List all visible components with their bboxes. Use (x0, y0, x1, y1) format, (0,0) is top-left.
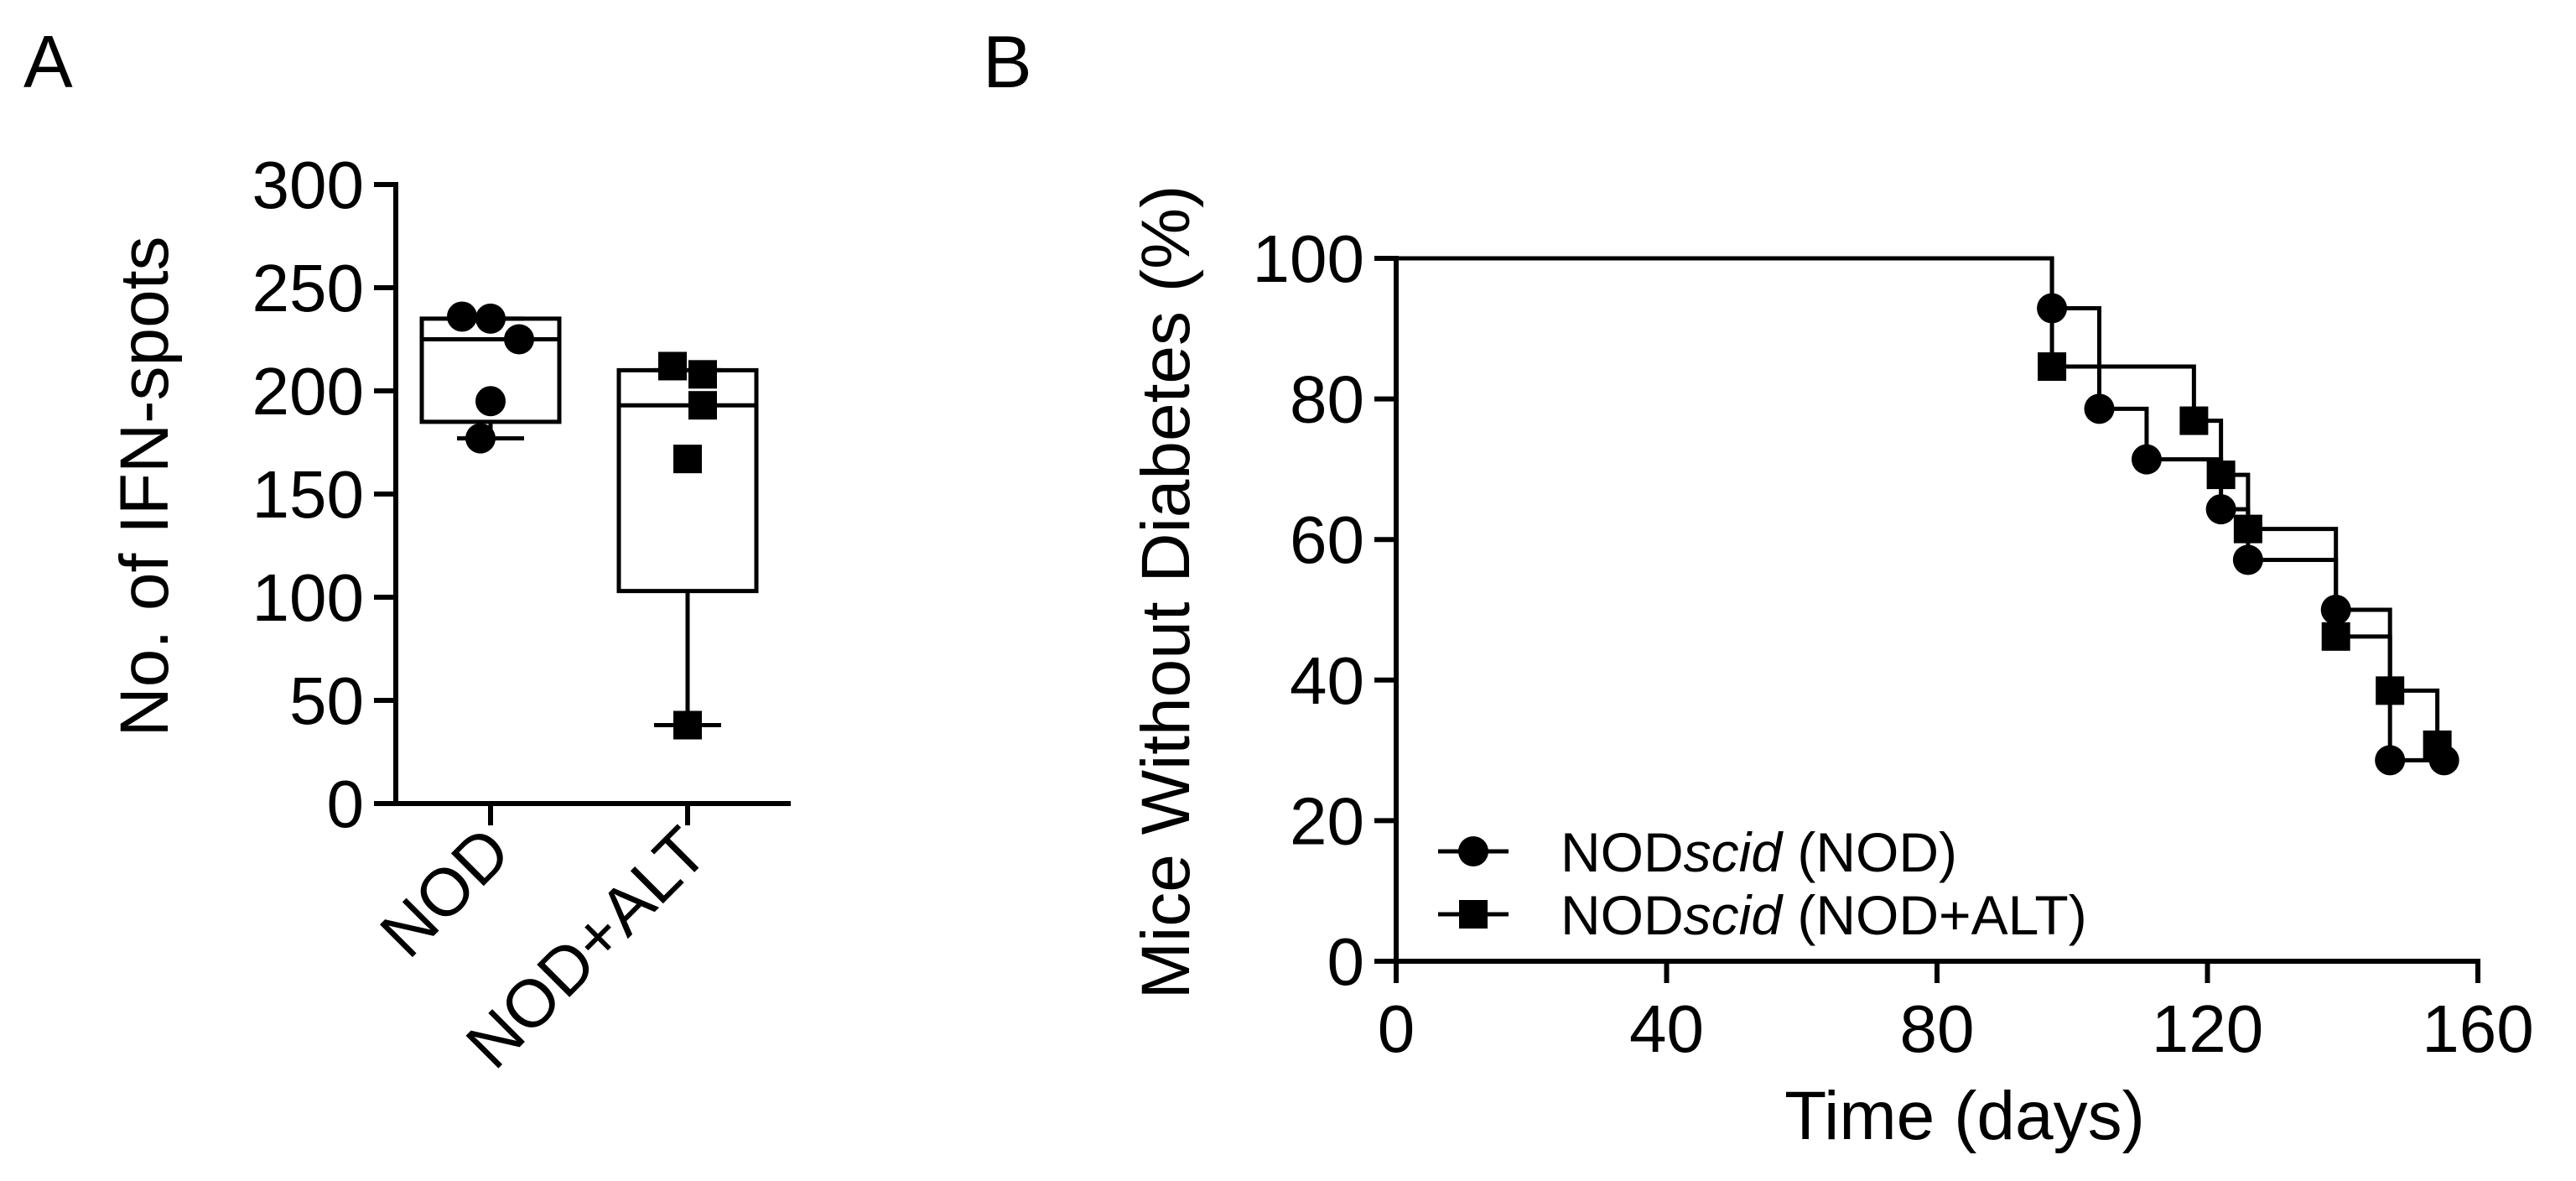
survival-line (1396, 256, 2440, 745)
x-tick-label: 0 (1378, 991, 1415, 1066)
legend: NODscid (NOD)NODscid (NOD+ALT) (1438, 821, 2087, 946)
panel-label-a: A (23, 20, 73, 103)
data-point (504, 324, 534, 355)
data-point (673, 710, 702, 740)
legend-marker (1458, 836, 1488, 866)
survival-plot-panel: Mice Without Diabetes (%) Time (days) 0 2… (1128, 185, 2534, 1154)
event-marker (2376, 676, 2405, 705)
data-point (475, 386, 506, 417)
event-marker (2038, 352, 2067, 382)
y-axis-title-b: Mice Without Diabetes (%) (1128, 185, 1204, 1000)
legend-label-part: scid (1684, 884, 1784, 946)
data-point (447, 301, 477, 332)
data-point (475, 303, 506, 334)
event-marker (2423, 730, 2452, 759)
marks-a (419, 301, 759, 740)
event-marker (2205, 494, 2236, 525)
survival-line (1396, 256, 2444, 762)
y-tick-label: 80 (1290, 362, 1364, 437)
legend-marker (1459, 900, 1488, 929)
x-tick-label: 160 (2422, 991, 2533, 1066)
legend-label-part: (NOD+ALT) (1782, 884, 2087, 946)
y-tick-label: 0 (327, 767, 365, 841)
y-tick-label: 200 (252, 354, 364, 429)
legend-label: NODscid (NOD+ALT) (1561, 884, 2087, 946)
event-marker (2375, 745, 2406, 776)
legend-label-part: (NOD) (1782, 821, 1957, 883)
panel-label-b: B (983, 20, 1032, 103)
data-point (673, 445, 702, 474)
legend-label-part: scid (1684, 821, 1784, 883)
box-plot-panel: No. of IFN-spots 050100150200250300NODNO… (106, 148, 791, 1082)
y-tick-label: 100 (252, 560, 364, 635)
data-point (688, 391, 717, 420)
data-point (658, 351, 687, 381)
event-marker (2179, 406, 2209, 435)
legend-label: NODscid (NOD) (1561, 821, 1957, 883)
axes-b: 0 20 40 60 80 100 0 40 80 120 160 (1253, 221, 2534, 1066)
y-tick-label: 150 (252, 457, 364, 532)
box (616, 367, 759, 594)
y-tick-label: 20 (1290, 783, 1364, 858)
y-tick-label: 100 (1253, 221, 1364, 296)
legend-label-part: NOD (1561, 821, 1684, 883)
y-tick-label: 60 (1290, 502, 1364, 577)
event-marker (2233, 514, 2262, 544)
y-tick-label: 250 (252, 251, 364, 325)
x-tick-label: NOD (366, 813, 524, 971)
y-tick-label: 0 (1327, 924, 1365, 999)
event-marker (2206, 460, 2236, 490)
y-tick-label: 40 (1290, 643, 1364, 718)
x-tick-label: 120 (2152, 991, 2263, 1066)
x-tick-label: 40 (1629, 991, 1704, 1066)
y-axis-title-a: No. of IFN-spots (106, 237, 183, 737)
event-marker (2321, 622, 2350, 651)
x-tick-label: 80 (1900, 991, 1975, 1066)
marks-b (1396, 256, 2459, 776)
event-marker (2232, 544, 2263, 575)
y-tick-label: 50 (289, 663, 364, 738)
event-marker (2084, 393, 2115, 424)
y-tick-label: 300 (252, 148, 364, 222)
event-marker (2131, 444, 2162, 475)
data-point (465, 423, 496, 454)
data-point (688, 360, 717, 389)
x-axis-title-b: Time (days) (1784, 1078, 2145, 1154)
legend-label-part: NOD (1561, 884, 1684, 946)
